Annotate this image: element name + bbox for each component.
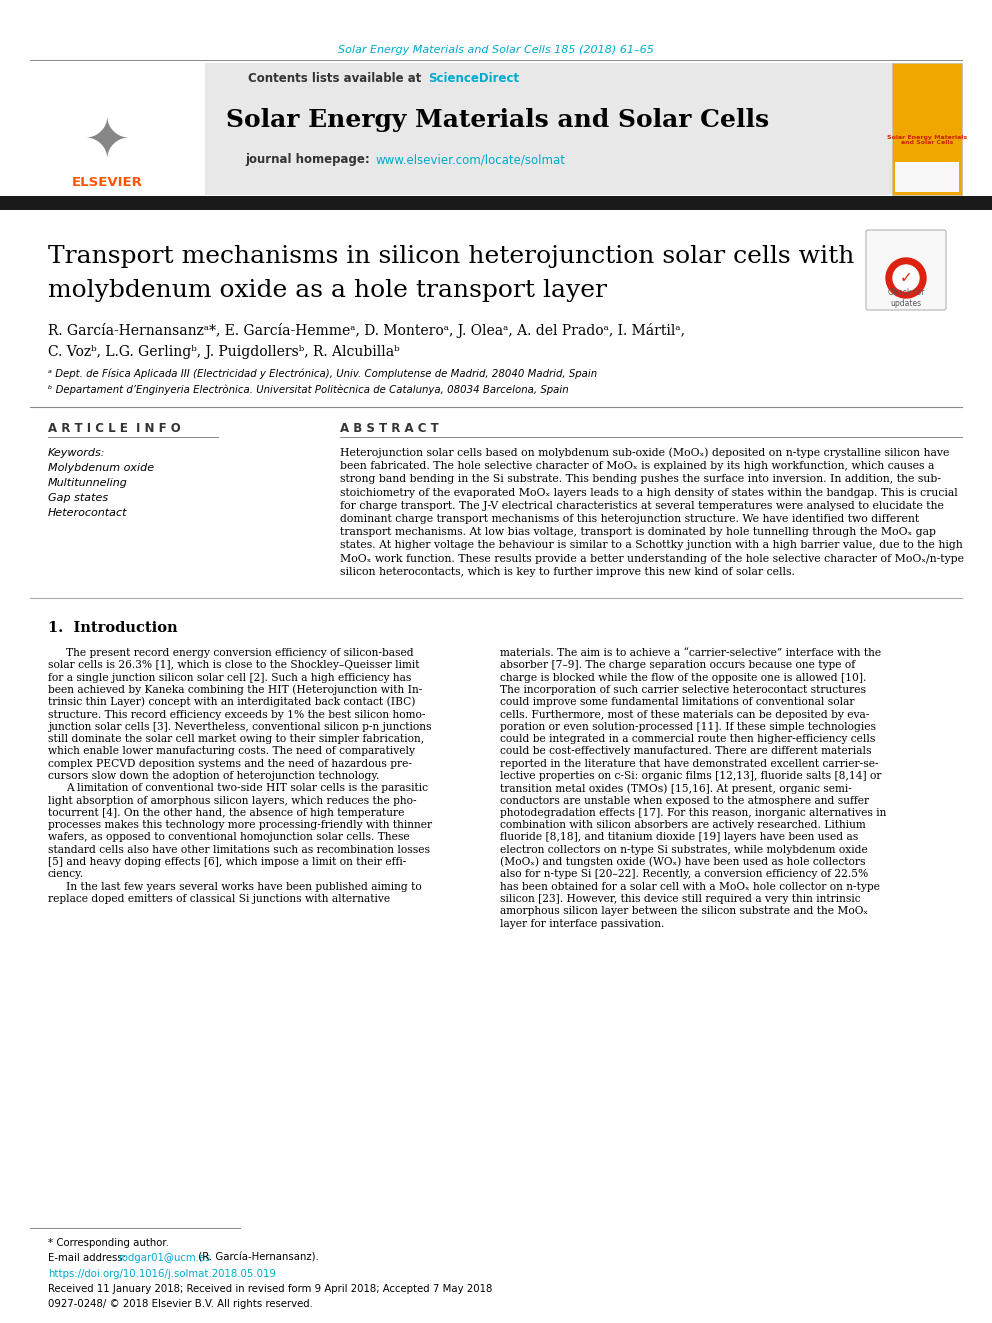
Bar — [30, 64, 892, 194]
Text: conductors are unstable when exposed to the atmosphere and suffer: conductors are unstable when exposed to … — [500, 795, 869, 806]
Text: A limitation of conventional two-side HIT solar cells is the parasitic: A limitation of conventional two-side HI… — [66, 783, 428, 794]
Text: transition metal oxides (TMOs) [15,16]. At present, organic semi-: transition metal oxides (TMOs) [15,16]. … — [500, 783, 852, 794]
Text: states. At higher voltage the behaviour is similar to a Schottky junction with a: states. At higher voltage the behaviour … — [340, 540, 963, 550]
Text: Molybdenum oxide: Molybdenum oxide — [48, 463, 154, 474]
Text: absorber [7–9]. The charge separation occurs because one type of: absorber [7–9]. The charge separation oc… — [500, 660, 855, 671]
Bar — [892, 64, 962, 194]
Text: junction solar cells [3]. Nevertheless, conventional silicon p-n junctions: junction solar cells [3]. Nevertheless, … — [48, 722, 432, 732]
Text: ✓: ✓ — [900, 270, 913, 286]
Text: R. García-Hernansanzᵃ*, E. García-Hemmeᵃ, D. Monteroᵃ, J. Oleaᵃ, A. del Pradoᵃ, : R. García-Hernansanzᵃ*, E. García-Hemmeᵃ… — [48, 323, 685, 337]
Text: silicon heterocontacts, which is key to further improve this new kind of solar c: silicon heterocontacts, which is key to … — [340, 566, 795, 577]
Text: ᵇ Departament d’Enginyeria Electrònica. Universitat Politècnica de Catalunya, 08: ᵇ Departament d’Enginyeria Electrònica. … — [48, 385, 568, 396]
Text: light absorption of amorphous silicon layers, which reduces the pho-: light absorption of amorphous silicon la… — [48, 795, 417, 806]
Text: structure. This record efficiency exceeds by 1% the best silicon homo-: structure. This record efficiency exceed… — [48, 709, 426, 720]
Text: cells. Furthermore, most of these materials can be deposited by eva-: cells. Furthermore, most of these materi… — [500, 709, 869, 720]
Text: Multitunneling: Multitunneling — [48, 478, 128, 488]
Text: The incorporation of such carrier selective heterocontact structures: The incorporation of such carrier select… — [500, 685, 866, 695]
Text: A B S T R A C T: A B S T R A C T — [340, 422, 438, 434]
Text: [5] and heavy doping effects [6], which impose a limit on their effi-: [5] and heavy doping effects [6], which … — [48, 857, 407, 867]
Text: Solar Energy Materials and Solar Cells: Solar Energy Materials and Solar Cells — [226, 108, 770, 132]
Text: transport mechanisms. At low bias voltage, transport is dominated by hole tunnel: transport mechanisms. At low bias voltag… — [340, 527, 936, 537]
Text: layer for interface passivation.: layer for interface passivation. — [500, 918, 665, 929]
Text: lective properties on c-Si: organic films [12,13], fluoride salts [8,14] or: lective properties on c-Si: organic film… — [500, 771, 882, 781]
Text: amorphous silicon layer between the silicon substrate and the MoOₓ: amorphous silicon layer between the sili… — [500, 906, 868, 917]
Text: poration or even solution-processed [11]. If these simple technologies: poration or even solution-processed [11]… — [500, 722, 876, 732]
Text: * Corresponding author.: * Corresponding author. — [48, 1238, 169, 1248]
Text: replace doped emitters of classical Si junctions with alternative: replace doped emitters of classical Si j… — [48, 894, 390, 904]
Text: tocurrent [4]. On the other hand, the absence of high temperature: tocurrent [4]. On the other hand, the ab… — [48, 808, 405, 818]
Text: cursors slow down the adoption of heterojunction technology.: cursors slow down the adoption of hetero… — [48, 771, 379, 781]
Text: Heterojunction solar cells based on molybdenum sub-oxide (MoOₓ) deposited on n-t: Heterojunction solar cells based on moly… — [340, 447, 949, 458]
Text: been achieved by Kaneka combining the HIT (Heterojunction with In-: been achieved by Kaneka combining the HI… — [48, 684, 423, 695]
Text: for charge transport. The J-V electrical characteristics at several temperatures: for charge transport. The J-V electrical… — [340, 501, 943, 511]
Text: processes makes this technology more processing-friendly with thinner: processes makes this technology more pro… — [48, 820, 433, 831]
Text: photodegradation effects [17]. For this reason, inorganic alternatives in: photodegradation effects [17]. For this … — [500, 808, 887, 818]
Text: stoichiometry of the evaporated MoOₓ layers leads to a high density of states wi: stoichiometry of the evaporated MoOₓ lay… — [340, 488, 957, 497]
Text: (MoOₓ) and tungsten oxide (WOₓ) have been used as hole collectors: (MoOₓ) and tungsten oxide (WOₓ) have bee… — [500, 857, 865, 868]
Text: https://doi.org/10.1016/j.solmat.2018.05.019: https://doi.org/10.1016/j.solmat.2018.05… — [48, 1269, 276, 1279]
Text: Keywords:: Keywords: — [48, 448, 105, 458]
Text: ScienceDirect: ScienceDirect — [428, 73, 519, 86]
Text: still dominate the solar cell market owing to their simpler fabrication,: still dominate the solar cell market owi… — [48, 734, 425, 744]
Text: fluoride [8,18], and titanium dioxide [19] layers have been used as: fluoride [8,18], and titanium dioxide [1… — [500, 832, 858, 843]
Text: ✦: ✦ — [83, 116, 130, 169]
Text: wafers, as opposed to conventional homojunction solar cells. These: wafers, as opposed to conventional homoj… — [48, 832, 410, 843]
Text: solar cells is 26.3% [1], which is close to the Shockley–Queisser limit: solar cells is 26.3% [1], which is close… — [48, 660, 420, 671]
Text: molybdenum oxide as a hole transport layer: molybdenum oxide as a hole transport lay… — [48, 279, 607, 303]
Text: materials. The aim is to achieve a “carrier-selective” interface with the: materials. The aim is to achieve a “carr… — [500, 648, 881, 658]
Text: Transport mechanisms in silicon heterojunction solar cells with: Transport mechanisms in silicon heteroju… — [48, 245, 854, 267]
Text: (R. García-Hernansanz).: (R. García-Hernansanz). — [195, 1253, 318, 1263]
Circle shape — [893, 265, 919, 291]
Text: journal homepage:: journal homepage: — [245, 153, 374, 167]
Bar — [0, 196, 992, 210]
Text: Heterocontact: Heterocontact — [48, 508, 128, 519]
Text: could improve some fundamental limitations of conventional solar: could improve some fundamental limitatio… — [500, 697, 854, 708]
Circle shape — [886, 258, 926, 298]
Text: C. Vozᵇ, L.G. Gerlingᵇ, J. Puigdollersᵇ, R. Alcubillaᵇ: C. Vozᵇ, L.G. Gerlingᵇ, J. Puigdollersᵇ,… — [48, 345, 400, 359]
Text: reported in the literature that have demonstrated excellent carrier-se-: reported in the literature that have dem… — [500, 758, 879, 769]
Text: The present record energy conversion efficiency of silicon-based: The present record energy conversion eff… — [66, 648, 414, 658]
Text: could be cost-effectively manufactured. There are different materials: could be cost-effectively manufactured. … — [500, 746, 872, 757]
Text: A R T I C L E  I N F O: A R T I C L E I N F O — [48, 422, 181, 434]
Text: which enable lower manufacturing costs. The need of comparatively: which enable lower manufacturing costs. … — [48, 746, 415, 757]
Text: 1.  Introduction: 1. Introduction — [48, 620, 178, 635]
Text: for a single junction silicon solar cell [2]. Such a high efficiency has: for a single junction silicon solar cell… — [48, 672, 412, 683]
Text: has been obtained for a solar cell with a MoOₓ hole collector on n-type: has been obtained for a solar cell with … — [500, 881, 880, 892]
Text: ELSEVIER: ELSEVIER — [71, 176, 143, 188]
Text: Contents lists available at: Contents lists available at — [249, 73, 426, 86]
Text: silicon [23]. However, this device still required a very thin intrinsic: silicon [23]. However, this device still… — [500, 894, 861, 904]
Text: charge is blocked while the flow of the opposite one is allowed [10].: charge is blocked while the flow of the … — [500, 672, 866, 683]
Text: MoOₓ work function. These results provide a better understanding of the hole sel: MoOₓ work function. These results provid… — [340, 553, 964, 564]
Text: strong band bending in the Si substrate. This bending pushes the surface into in: strong band bending in the Si substrate.… — [340, 475, 941, 484]
Text: combination with silicon absorbers are actively researched. Lithium: combination with silicon absorbers are a… — [500, 820, 866, 831]
Text: electron collectors on n-type Si substrates, while molybdenum oxide: electron collectors on n-type Si substra… — [500, 845, 868, 855]
Text: been fabricated. The hole selective character of MoOₓ is explained by its high w: been fabricated. The hole selective char… — [340, 462, 934, 471]
Text: Solar Energy Materials and Solar Cells 185 (2018) 61–65: Solar Energy Materials and Solar Cells 1… — [338, 45, 654, 56]
Text: Check for
updates: Check for updates — [888, 288, 925, 308]
Text: www.elsevier.com/locate/solmat: www.elsevier.com/locate/solmat — [376, 153, 566, 167]
Text: In the last few years several works have been published aiming to: In the last few years several works have… — [66, 881, 422, 892]
Text: 0927-0248/ © 2018 Elsevier B.V. All rights reserved.: 0927-0248/ © 2018 Elsevier B.V. All righ… — [48, 1299, 312, 1308]
Text: complex PECVD deposition systems and the need of hazardous pre-: complex PECVD deposition systems and the… — [48, 758, 412, 769]
FancyBboxPatch shape — [866, 230, 946, 310]
Text: could be integrated in a commercial route then higher-efficiency cells: could be integrated in a commercial rout… — [500, 734, 875, 744]
Text: standard cells also have other limitations such as recombination losses: standard cells also have other limitatio… — [48, 845, 430, 855]
Bar — [30, 64, 205, 194]
Text: also for n-type Si [20–22]. Recently, a conversion efficiency of 22.5%: also for n-type Si [20–22]. Recently, a … — [500, 869, 868, 880]
Text: ᵃ Dept. de Física Aplicada III (Electricidad y Electrónica), Univ. Complutense d: ᵃ Dept. de Física Aplicada III (Electric… — [48, 369, 597, 380]
Text: Solar Energy Materials
and Solar Cells: Solar Energy Materials and Solar Cells — [887, 135, 967, 146]
Text: E-mail address:: E-mail address: — [48, 1253, 129, 1263]
Text: Gap states: Gap states — [48, 493, 108, 503]
Text: trinsic thin Layer) concept with an interdigitated back contact (IBC): trinsic thin Layer) concept with an inte… — [48, 697, 416, 708]
Text: Received 11 January 2018; Received in revised form 9 April 2018; Accepted 7 May : Received 11 January 2018; Received in re… — [48, 1285, 492, 1294]
Text: ciency.: ciency. — [48, 869, 84, 880]
Bar — [895, 161, 959, 192]
Text: rodgar01@ucm.es: rodgar01@ucm.es — [118, 1253, 210, 1263]
Text: dominant charge transport mechanisms of this heterojunction structure. We have i: dominant charge transport mechanisms of … — [340, 515, 920, 524]
